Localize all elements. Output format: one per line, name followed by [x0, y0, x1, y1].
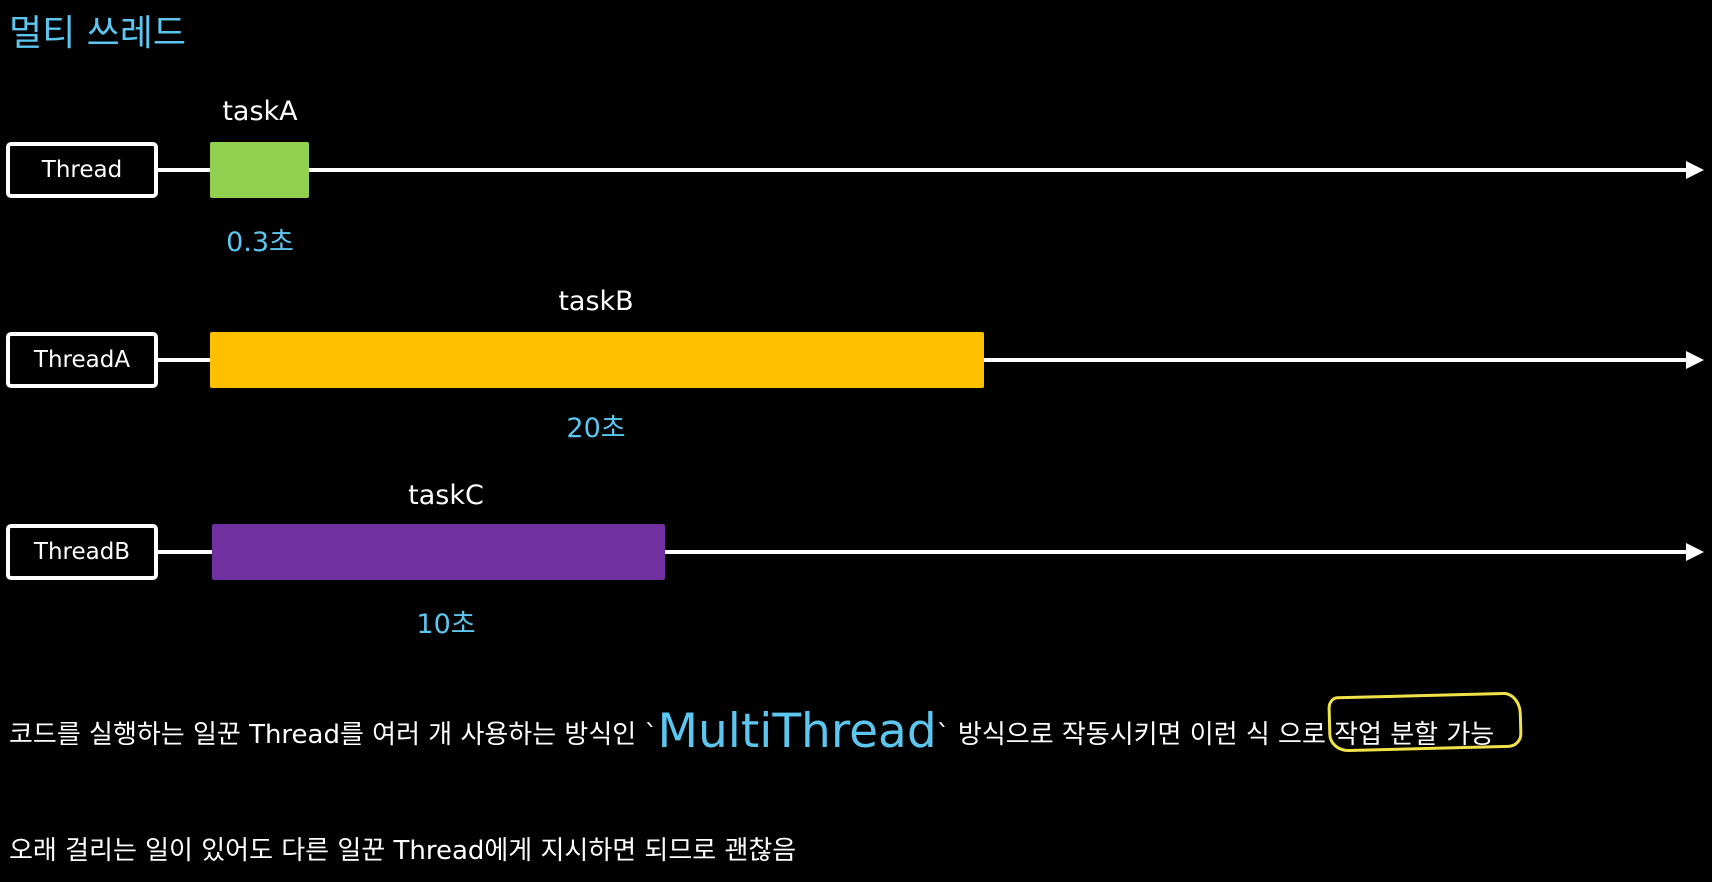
thread-box: Thread	[6, 142, 158, 198]
lane-thread-a: ThreadA	[0, 332, 1712, 392]
duration-label-b: 20초	[566, 413, 626, 444]
duration-label-a: 0.3초	[226, 227, 294, 258]
circled-text: 작업 분할 가능	[1334, 720, 1495, 750]
backtick: `	[644, 720, 658, 750]
thread-box: ThreadA	[6, 332, 158, 388]
timeline-line	[156, 550, 1686, 554]
arrow-right-icon	[1686, 351, 1704, 369]
multithread-highlight: MultiThread	[657, 704, 937, 759]
thread-box: ThreadB	[6, 524, 158, 580]
caption-line-2: 오래 걸리는 일이 있어도 다른 일꾼 Thread에게 지시하면 되므로 괜찮…	[9, 836, 797, 866]
caption-text: 방식으로 작동시키면 이런 식 으로	[949, 720, 1335, 750]
task-bar-a	[210, 142, 309, 198]
caption-text: 코드를 실행하는 일꾼 Thread를 여러 개 사용하는 방식인	[9, 720, 645, 750]
task-label-a: taskA	[222, 96, 298, 127]
lane-thread-b: ThreadB	[0, 524, 1712, 584]
arrow-right-icon	[1686, 543, 1704, 561]
task-label-c: taskC	[408, 480, 484, 511]
slide-title: 멀티 쓰레드	[9, 13, 187, 54]
arrow-right-icon	[1686, 161, 1704, 179]
task-bar-b	[210, 332, 984, 388]
backtick: `	[936, 720, 950, 750]
task-label-b: taskB	[558, 286, 634, 317]
lane-thread: Thread	[0, 142, 1712, 202]
task-bar-c	[212, 524, 665, 580]
timeline-line	[156, 168, 1686, 172]
highlight-circle	[1327, 691, 1523, 753]
caption-line-1: 코드를 실행하는 일꾼 Thread를 여러 개 사용하는 방식인 `Multi…	[9, 691, 1523, 759]
circled-phrase: 작업 분할 가능	[1327, 691, 1523, 753]
duration-label-c: 10초	[416, 609, 476, 640]
